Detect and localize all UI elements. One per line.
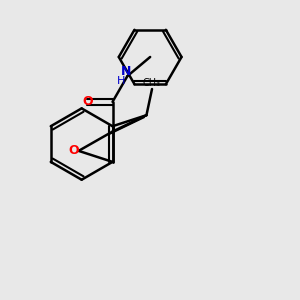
Text: O: O (68, 144, 79, 158)
Text: CH₃: CH₃ (143, 77, 161, 88)
Text: O: O (82, 95, 93, 108)
Text: H: H (117, 76, 126, 85)
Text: N: N (121, 65, 131, 78)
